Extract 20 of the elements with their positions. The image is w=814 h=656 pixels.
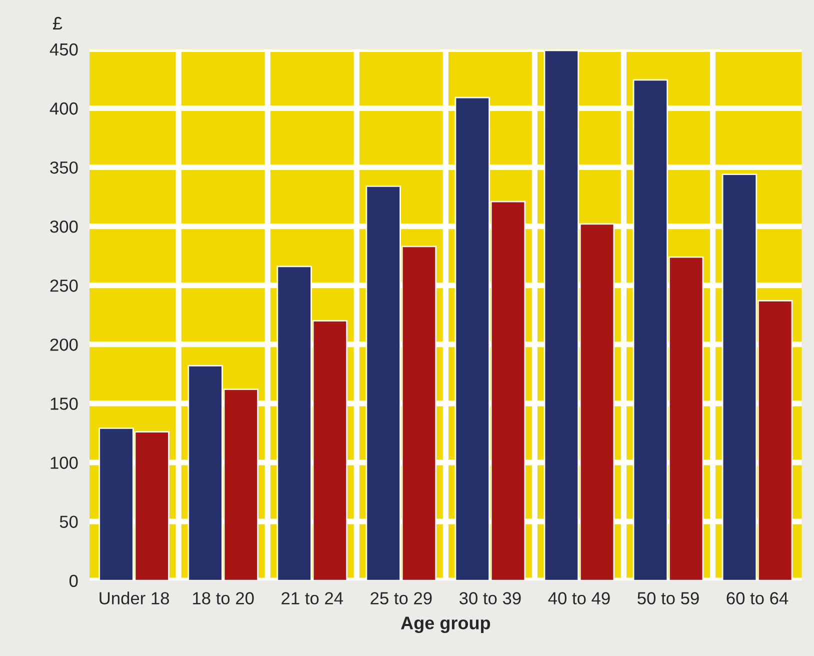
x-tick-label: 21 to 24 [282, 592, 343, 604]
y-tick-label: 0 [69, 574, 78, 588]
x-tick-label: Under 18 [100, 592, 170, 604]
y-tick-label: 100 [50, 456, 78, 469]
x-tick-label: 18 to 20 [193, 592, 254, 604]
y-tick-label: 400 [50, 102, 78, 115]
y-tick-label: 200 [50, 338, 78, 351]
x-tick-label: 60 to 64 [726, 592, 788, 604]
y-tick-label: 150 [50, 398, 78, 410]
y-tick-label: 250 [50, 280, 78, 292]
y-tick-label: 300 [50, 220, 78, 233]
y-tick-label: 450 [50, 43, 78, 56]
y-tick-label: 350 [50, 161, 78, 174]
y-axis-title: £ [52, 16, 62, 30]
x-axis-title: Age group [400, 616, 490, 634]
x-tick-label: 50 to 59 [638, 592, 699, 604]
x-tick-label: 25 to 29 [370, 592, 432, 604]
x-tick-label: 40 to 49 [548, 592, 610, 604]
y-tick-label: 50 [60, 516, 78, 528]
x-tick-label: 30 to 39 [459, 592, 521, 604]
